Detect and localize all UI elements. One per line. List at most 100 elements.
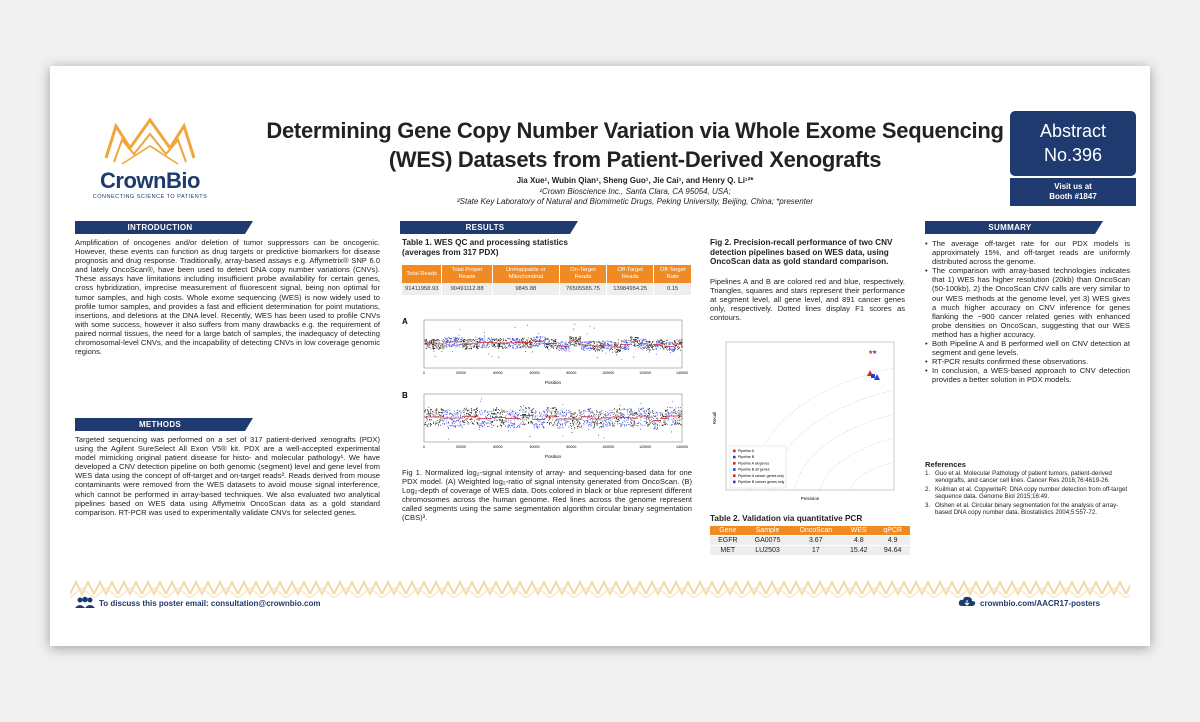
fig1-tick-label: 80000 — [566, 371, 576, 375]
fig1-dot — [581, 341, 583, 343]
fig1-dot — [433, 341, 435, 343]
fig1-dot — [603, 416, 604, 417]
fig1-dot — [541, 341, 543, 343]
fig1-dot — [526, 344, 528, 345]
fig1-dot — [467, 347, 469, 349]
fig1-dot — [660, 414, 662, 416]
fig1-dot — [656, 340, 657, 342]
fig1-dot — [568, 346, 570, 348]
fig1-dot — [467, 339, 469, 341]
fig1-dot — [626, 341, 627, 343]
fig1-dot — [548, 409, 549, 411]
fig1-dot — [426, 413, 428, 415]
fig1-dot — [674, 344, 676, 346]
table1-header: Total Reads — [402, 265, 443, 283]
fig1-dot — [576, 419, 577, 421]
fig1-dot — [458, 420, 459, 421]
fig1-dot — [565, 422, 567, 423]
fig1-dot — [597, 420, 598, 422]
fig1-dot — [539, 344, 541, 345]
fig1-dot — [558, 422, 559, 424]
fig1-dot — [669, 350, 670, 351]
fig1-dot — [600, 342, 602, 344]
fig1-dot — [525, 408, 527, 410]
fig1-dot — [648, 345, 650, 347]
fig1-dot — [524, 424, 525, 425]
fig1-dot — [642, 339, 644, 341]
fig1-dot — [490, 422, 492, 424]
fig1-dot — [430, 340, 432, 342]
fig1-dot — [430, 412, 432, 414]
fig1-dot — [491, 412, 492, 414]
fig1-dot — [630, 339, 631, 341]
fig1-dot — [518, 344, 520, 346]
fig1-dot — [530, 341, 532, 343]
fig1-dot — [647, 425, 649, 427]
fig1-dot — [428, 423, 429, 425]
fig1-dot — [446, 414, 447, 415]
fig1-dot — [633, 421, 635, 422]
fig1-dot — [491, 424, 493, 426]
fig1-dot — [490, 417, 492, 419]
fig1-dot — [432, 413, 433, 415]
footer-url-text[interactable]: crownbio.com/AACR17-posters — [980, 599, 1101, 609]
fig1-dot — [651, 342, 653, 344]
fig1-dot — [620, 345, 621, 347]
fig1-dot — [546, 410, 548, 412]
fig1-dot — [647, 423, 649, 425]
fig1-dot — [600, 413, 602, 415]
footer-contact-text[interactable]: To discuss this poster email: consultati… — [99, 599, 321, 609]
fig1-dot — [631, 342, 633, 344]
fig1-dot — [635, 425, 637, 426]
fig1-dot — [679, 411, 681, 413]
fig1-dot — [449, 341, 451, 343]
fig1-dot — [468, 348, 470, 350]
fig1-dot — [627, 419, 629, 421]
fig1-dot — [494, 339, 495, 341]
fig1-dot — [449, 346, 450, 347]
fig1-dot — [577, 426, 579, 427]
fig1-dot — [671, 412, 673, 414]
fig1-dot — [587, 420, 588, 421]
fig1-dot — [551, 345, 553, 346]
fig1-dot — [471, 340, 473, 341]
fig1-dot — [648, 342, 650, 344]
fig1-dot — [429, 419, 431, 420]
fig1-dot — [630, 338, 632, 339]
fig1-dot — [612, 349, 613, 351]
fig1-dot — [598, 417, 599, 419]
fig1-dot — [507, 421, 509, 423]
fig1-dot — [433, 339, 435, 341]
table2-cell: MET — [710, 545, 746, 555]
fig1-dot — [631, 339, 632, 341]
fig1-dot — [544, 411, 546, 413]
fig1-dot — [647, 341, 648, 343]
fig1-dot — [493, 408, 494, 410]
fig1-dot — [475, 416, 477, 418]
fig1-dot — [578, 338, 580, 340]
fig1-dot — [550, 422, 552, 423]
fig1-dot — [506, 342, 507, 344]
fig1-dot — [482, 338, 483, 339]
fig1-dot — [640, 419, 642, 421]
fig1-dot — [675, 422, 676, 423]
fig1-dot — [430, 415, 431, 416]
fig1-dot — [669, 346, 670, 348]
fig1-dot — [562, 341, 564, 343]
fig1-dot — [602, 340, 603, 342]
fig1-dot — [558, 427, 560, 429]
fig1-dot — [542, 421, 544, 423]
fig1-dot — [481, 425, 482, 426]
fig1-dot — [470, 412, 472, 414]
fig1-dot — [471, 410, 473, 411]
fig1-dot — [450, 418, 451, 420]
fig1-dot — [540, 340, 541, 341]
fig1-dot — [441, 350, 443, 352]
fig1-dot — [459, 344, 461, 345]
fig1b-ticks: 0 20000 40000 60000 80000 100000 120000 140000 — [423, 445, 688, 449]
fig1-dot — [667, 419, 669, 421]
fig1-dot — [446, 409, 447, 411]
fig1-dot — [436, 339, 438, 341]
fig1-dot — [678, 413, 680, 415]
fig1-dot — [604, 347, 605, 349]
